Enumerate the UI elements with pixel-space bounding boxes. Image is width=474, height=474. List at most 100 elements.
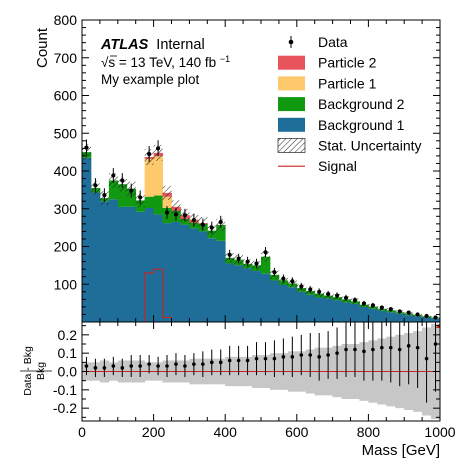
data-point xyxy=(138,195,143,200)
legend-marker-background-1 xyxy=(278,117,305,132)
background-2-bar xyxy=(144,196,154,208)
ratio-point xyxy=(317,355,321,359)
background-1-bar xyxy=(82,157,92,322)
svg-text:√s = 13 TeV, 140 fb −1: √s = 13 TeV, 140 fb −1 xyxy=(101,54,230,70)
data-point xyxy=(102,193,107,198)
ratio-point xyxy=(227,358,232,363)
background-1-bar xyxy=(377,310,387,322)
legend-label-data: Data xyxy=(318,34,348,50)
background-1-bar xyxy=(207,238,217,322)
ratio-point xyxy=(147,362,151,366)
particle-1-bar xyxy=(162,196,172,208)
ratio-point xyxy=(156,364,160,368)
experiment-label: ATLAS xyxy=(100,37,149,53)
particle-1-bar xyxy=(144,158,154,197)
ratio-panel xyxy=(82,322,441,420)
plot-caption: My example plot xyxy=(101,72,200,87)
background-1-bar xyxy=(135,211,146,322)
background-1-bar xyxy=(404,315,414,322)
background-1-bar xyxy=(225,263,235,322)
background-1-bar xyxy=(234,265,244,322)
data-point xyxy=(147,151,152,157)
data-point xyxy=(120,178,125,183)
ratio-point xyxy=(272,356,277,361)
data-point xyxy=(93,183,98,188)
background-1-bar xyxy=(350,303,360,322)
data-point xyxy=(200,222,205,227)
background-1-bar xyxy=(341,302,351,322)
background-1-bar xyxy=(180,224,190,322)
data-point xyxy=(343,295,349,300)
background-1-bar xyxy=(314,297,325,322)
data-point xyxy=(245,259,250,264)
legend-marker-particle-2 xyxy=(278,55,305,70)
experiment-annotation: ATLAS Internal √s = 13 TeV, 140 fb −1 My… xyxy=(100,37,230,87)
x-tick-label: 1000 xyxy=(424,424,455,440)
lower-y-tick-label: 0.2 xyxy=(58,327,78,343)
ratio-point xyxy=(165,364,169,368)
data-point xyxy=(182,213,188,218)
background-1-bar xyxy=(99,201,110,322)
ratio-y-axis-label-numerator: Data - Bkg xyxy=(22,346,34,396)
ratio-point xyxy=(335,351,339,355)
ratio-point xyxy=(236,358,241,363)
data-point xyxy=(433,315,438,320)
background-1-bar xyxy=(117,206,128,322)
data-point xyxy=(173,212,179,217)
ratio-point xyxy=(362,349,366,354)
upper-y-tick-label: 300 xyxy=(54,201,78,217)
ratio-point xyxy=(415,345,420,350)
ratio-point xyxy=(183,364,187,368)
background-1-bar xyxy=(189,228,199,322)
ratio-point xyxy=(192,362,196,366)
background-1-bar xyxy=(305,294,316,322)
ratio-point xyxy=(406,344,411,348)
lower-y-tick-label: 0.0 xyxy=(58,364,78,380)
particle-1-bar xyxy=(153,155,163,196)
upper-panel xyxy=(82,139,441,323)
x-tick-label: 400 xyxy=(214,424,238,440)
background-1-bar xyxy=(108,199,119,322)
legend: Data Particle 2 Particle 1 Background 2 Back… xyxy=(277,34,422,174)
data-point xyxy=(218,219,223,225)
ratio-point xyxy=(102,366,107,370)
background-2-bar xyxy=(126,188,137,207)
ratio-point xyxy=(111,364,116,368)
ratio-point xyxy=(245,358,250,363)
data-point xyxy=(326,291,331,297)
data-point xyxy=(191,217,196,223)
ratio-point xyxy=(281,355,286,359)
ratio-point xyxy=(344,347,348,352)
data-point xyxy=(227,252,232,257)
data-point xyxy=(254,261,259,266)
axis-labels: Count Data - Bkg Bkg Mass [GeV] xyxy=(22,27,440,459)
ratio-point xyxy=(138,364,142,368)
ratio-point xyxy=(93,366,98,370)
lower-y-tick-label: -0.1 xyxy=(53,382,77,398)
background-1-bar xyxy=(287,287,298,322)
background-1-bar xyxy=(126,206,137,322)
background-1-bar xyxy=(359,306,369,322)
background-1-bar xyxy=(278,285,289,322)
legend-label-signal: Signal xyxy=(318,158,357,174)
upper-y-axis-label: Count xyxy=(34,27,51,68)
background-1-bar xyxy=(368,308,378,322)
background-1-bar xyxy=(431,318,441,322)
ratio-point xyxy=(209,360,214,365)
ratio-point xyxy=(299,353,304,357)
axis-ticks: 0 200 400 600 800 1000 100 200 300 400 500 600 700 80… xyxy=(20,12,456,440)
background-1-bar xyxy=(413,316,423,322)
background-1-bar xyxy=(261,273,271,322)
data-point xyxy=(334,293,340,298)
upper-y-tick-label: 700 xyxy=(54,50,78,66)
ratio-point xyxy=(371,347,375,352)
x-tick-label: 0 xyxy=(78,424,86,440)
energy-label: √s = 13 TeV, 140 fb xyxy=(101,55,216,70)
x-tick-label: 600 xyxy=(285,424,309,440)
legend-label-particle-1: Particle 1 xyxy=(318,75,377,91)
background-1-bar xyxy=(153,214,163,322)
legend-label-background-2: Background 2 xyxy=(318,96,405,112)
legend-label-stat-uncertainty: Stat. Uncertainty xyxy=(318,138,422,154)
ratio-point xyxy=(424,356,429,361)
